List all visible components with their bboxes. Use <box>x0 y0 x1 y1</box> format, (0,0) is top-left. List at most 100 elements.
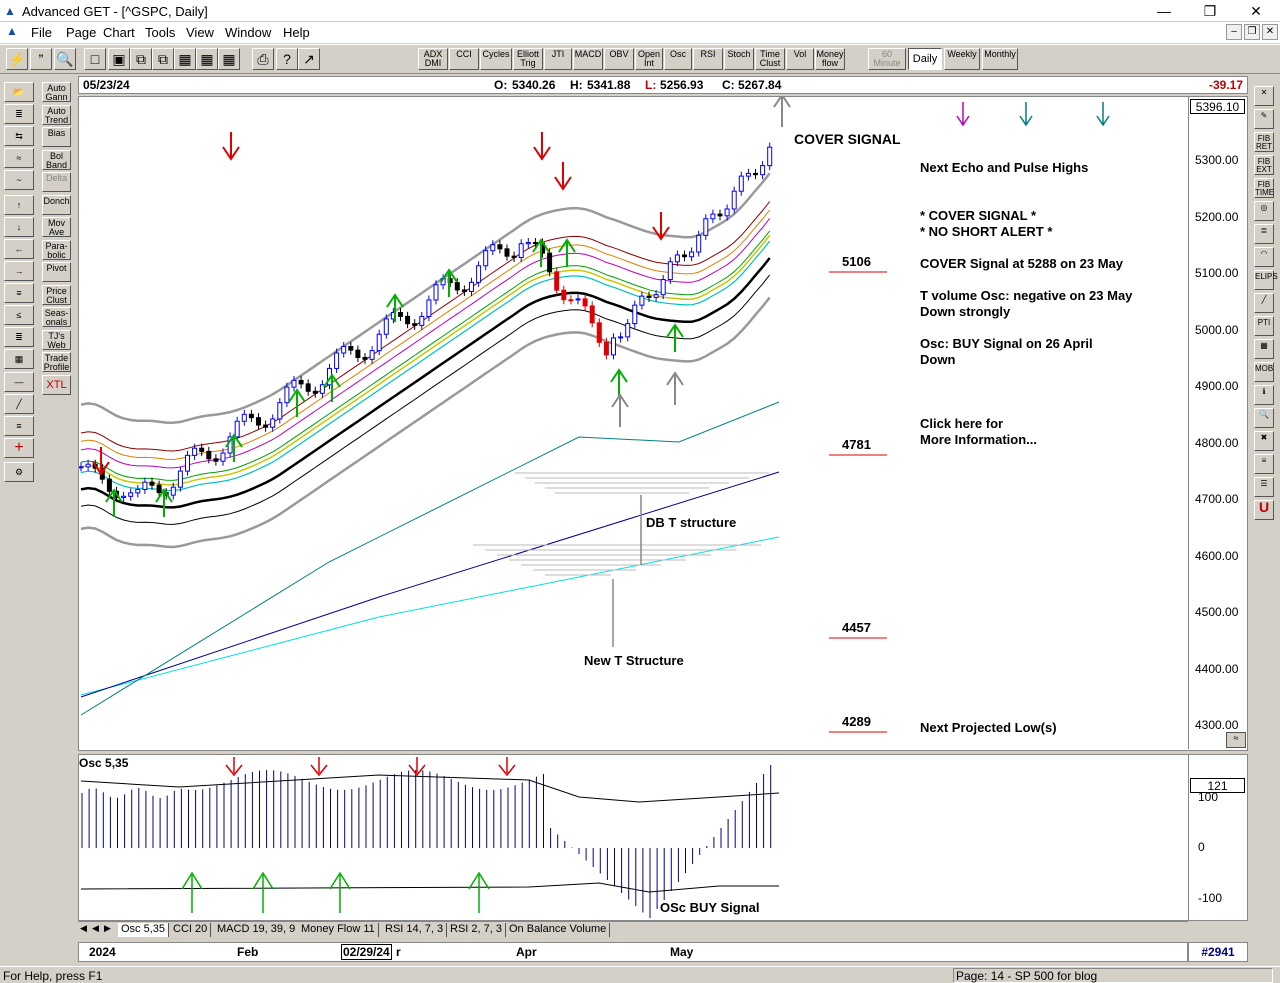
paste-icon[interactable]: ⧉ <box>152 48 174 70</box>
tab-rsi-14-7-3[interactable]: RSI 14, 7, 3 <box>382 923 448 937</box>
indicator-button-open-int[interactable]: Open Int <box>635 48 663 70</box>
elips-icon[interactable]: ELIPS <box>1254 270 1278 290</box>
indicator-button-obv[interactable]: OBV <box>604 48 634 70</box>
tab-money-flow-11[interactable]: Money Flow 11 <box>298 923 379 937</box>
zoom-icon[interactable]: 🔍 <box>1254 408 1274 428</box>
indicator-button-money-flow[interactable]: Money flow <box>815 48 845 70</box>
left-arrow-icon[interactable]: ← <box>4 239 34 259</box>
list-icon[interactable]: ≡ <box>1254 454 1274 474</box>
menu-window[interactable]: Window <box>225 25 272 40</box>
arc-icon[interactable]: ◠ <box>1254 247 1274 267</box>
tool-button-delta[interactable]: Delta <box>42 172 71 192</box>
lines-tool-icon[interactable]: — <box>4 372 34 392</box>
fib-time-icon[interactable]: FIB TIME <box>1254 178 1275 198</box>
tool-button-xtl[interactable]: XTL <box>42 374 71 395</box>
timeframe-button-weekly[interactable]: Weekly <box>944 48 980 70</box>
indicator-button-jti[interactable]: JTI <box>544 48 572 70</box>
menu-view[interactable]: View <box>186 25 214 40</box>
grid-icon[interactable]: ≣ <box>4 327 34 347</box>
zoom-icon[interactable]: 🔍 <box>54 48 76 70</box>
reset-icon[interactable]: ⇆ <box>4 126 34 146</box>
tile-icon[interactable]: ▦ <box>196 48 218 70</box>
fib-ret-icon[interactable]: FIB RET <box>1254 132 1274 152</box>
down-arrow-icon[interactable]: ↓ <box>4 217 34 237</box>
minimize-button[interactable]: — <box>1157 3 1171 19</box>
restore-button[interactable]: ❐ <box>1203 3 1217 19</box>
tab-on-balance-volume[interactable]: On Balance Volume <box>506 923 611 937</box>
indicator-button-adx-dmi[interactable]: ADX DMI <box>418 48 448 70</box>
indicator-button-rsi[interactable]: RSI <box>693 48 723 70</box>
oscillator-panel[interactable]: Osc 5,35 121 100 0 -100 OSc BUY Signal <box>78 754 1248 921</box>
tool-button-auto-trend[interactable]: Auto Trend <box>42 104 71 125</box>
note-click-2[interactable]: More Information... <box>920 432 1037 447</box>
help-icon[interactable]: ? <box>276 48 298 70</box>
close-button[interactable]: ✕ <box>1250 3 1262 19</box>
indicator-button-stoch[interactable]: Stoch <box>724 48 754 70</box>
tab-osc-5-35[interactable]: Osc 5,35 <box>118 923 170 937</box>
tool-button-auto-gann[interactable]: Auto Gann <box>42 82 71 102</box>
channel-icon[interactable]: ╱ <box>1254 293 1274 313</box>
lines-icon[interactable]: ≣ <box>4 104 34 124</box>
fib-icon[interactable]: ≡ <box>4 416 34 436</box>
notes-icon[interactable]: ☰ <box>1254 477 1274 497</box>
timeframe-button-daily[interactable]: Daily <box>908 48 942 70</box>
menu-file[interactable]: File <box>31 25 52 40</box>
up-arrow-icon[interactable]: ↑ <box>4 195 34 215</box>
print-icon[interactable]: ⎙ <box>252 48 274 70</box>
tab-prev-icon[interactable]: ◀ <box>92 923 99 933</box>
tab-rsi-2-7-3[interactable]: RSI 2, 7, 3 <box>447 923 506 937</box>
grid-icon[interactable]: ▦ <box>1254 339 1274 359</box>
fan-icon[interactable]: ≣ <box>1254 224 1274 244</box>
mdi-restore-button[interactable]: ❐ <box>1244 24 1260 40</box>
tool-button-trade-profile[interactable]: Trade Profile <box>42 352 71 372</box>
timeframe-button-monthly[interactable]: Monthly <box>982 48 1018 70</box>
menu-chart[interactable]: Chart <box>103 25 135 40</box>
cursor-icon[interactable]: ⚡ <box>6 48 28 70</box>
price-chart[interactable]: COVER SIGNAL Next Echo and Pulse Highs *… <box>78 96 1248 751</box>
indicator-button-elliott-trig[interactable]: Elliott Trig <box>513 48 543 70</box>
table-icon[interactable]: ▦ <box>4 349 34 369</box>
context-help-icon[interactable]: ↗ <box>298 48 320 70</box>
tool-button-seas-onals[interactable]: Seas-onals <box>42 307 71 327</box>
settings-icon[interactable]: ⚙ <box>4 462 34 482</box>
indicator-button-cci[interactable]: CCI <box>449 48 479 70</box>
crosshair-icon[interactable]: + <box>4 438 34 458</box>
quote-icon[interactable]: ” <box>30 48 52 70</box>
note-click-1[interactable]: Click here for <box>920 416 1004 431</box>
tab-next-icon[interactable]: ▶ <box>104 923 111 933</box>
eraser-icon[interactable]: ✖ <box>1254 431 1274 451</box>
bars-icon[interactable]: ≡ <box>4 283 34 303</box>
cascade-icon[interactable]: ▦ <box>218 48 240 70</box>
right-arrow-icon[interactable]: → <box>4 261 34 281</box>
pencil-icon[interactable]: ✎ <box>1254 109 1274 129</box>
info-icon[interactable]: ℹ <box>1254 385 1274 405</box>
open-icon[interactable]: ▣ <box>108 48 130 70</box>
tab-cci-20[interactable]: CCI 20 <box>170 923 212 937</box>
menu-page[interactable]: Page <box>66 25 97 40</box>
menu-tools[interactable]: Tools <box>145 25 176 40</box>
tool-button-mov-ave[interactable]: Mov Ave <box>42 217 71 237</box>
tool-button-price-clust[interactable]: Price Clust <box>42 284 71 305</box>
scale-icon[interactable]: ≈ <box>1226 732 1246 748</box>
magnet-icon[interactable]: U <box>1254 500 1274 520</box>
new-page-icon[interactable]: □ <box>84 48 106 70</box>
tool-button-donch[interactable]: Donch <box>42 194 71 215</box>
elliott-icon[interactable]: ~ <box>4 170 34 190</box>
timeframe-button-60-minute[interactable]: 60 Minute <box>868 48 906 70</box>
ruler-icon[interactable]: ≤ <box>4 305 34 325</box>
mob-icon[interactable]: MOB <box>1254 362 1274 382</box>
tool-button-para-bolic[interactable]: Para-bolic <box>42 239 71 260</box>
mdi-minimize-button[interactable]: – <box>1226 24 1242 40</box>
close-panel-icon[interactable]: ✕ <box>1254 86 1274 106</box>
mdi-close-button[interactable]: ✕ <box>1262 24 1278 40</box>
gann-icon[interactable]: ╱ <box>4 394 34 414</box>
copy-icon[interactable]: ⧉ <box>130 48 152 70</box>
indicator-button-osc[interactable]: Osc <box>664 48 692 70</box>
pti-icon[interactable]: PTI <box>1254 316 1274 336</box>
tab-macd-19-39-9[interactable]: MACD 19, 39, 9 <box>214 923 300 937</box>
fib-ext-icon[interactable]: FIB EXT <box>1254 155 1274 175</box>
window-icon[interactable]: ▦ <box>174 48 196 70</box>
indicator-button-time-clust[interactable]: Time Clust <box>755 48 785 70</box>
tool-button-bias[interactable]: Bias <box>42 127 71 147</box>
indicator-button-vol[interactable]: Vol <box>786 48 814 70</box>
